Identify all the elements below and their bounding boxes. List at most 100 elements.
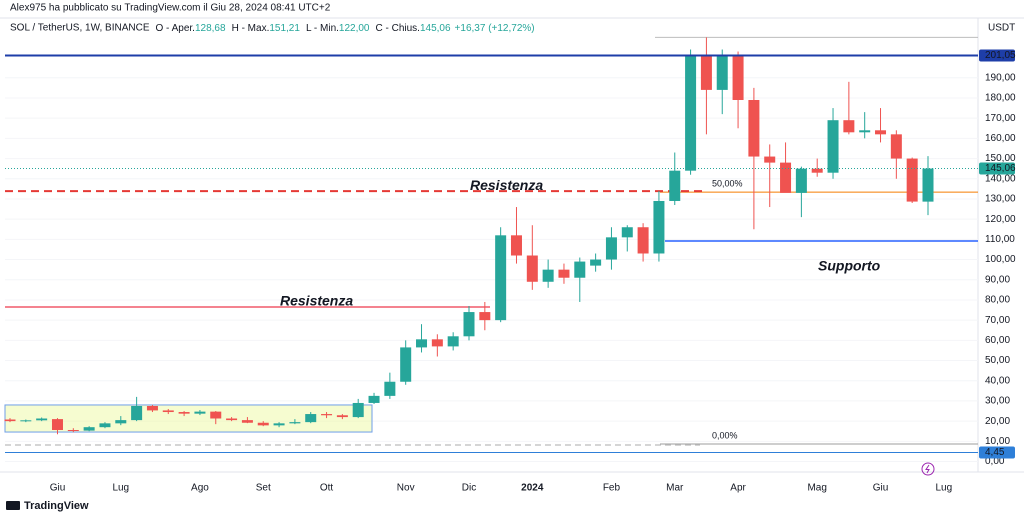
y-tick-label: 190,00 [985,72,1016,83]
fib-label: 0,00% [712,430,738,440]
candle-body [843,120,855,133]
symbol: SOL / TetherUS, 1W, BINANCE O - Aper.128,… [10,23,535,34]
candle-body [257,422,269,426]
candle-body [194,411,206,414]
candle-body [178,412,190,414]
y-tick-label: 80,00 [985,295,1010,306]
resistance-label: Resistenza [280,293,353,309]
candle-body [510,235,522,256]
quote-value: 128,68 [195,23,226,34]
y-tick-label: 60,00 [985,335,1010,346]
candle-body [922,168,934,202]
candle-body [352,402,364,418]
y-tick-label: 130,00 [985,194,1016,205]
y-tick-label: 150,00 [985,153,1016,164]
candle-body [51,419,63,431]
candle-body [162,410,174,413]
y-tick-label: 70,00 [985,315,1010,326]
candle-body [241,420,253,423]
candle-body [780,162,792,193]
candle-body [336,415,348,418]
x-tick-label: Giu [873,483,889,494]
candle-body [146,405,158,411]
publisher: Alex975 ha pubblicato su TradingView.com… [10,3,331,14]
candle-body [4,419,16,422]
candle-body [653,200,665,254]
y-tick-label: 120,00 [985,214,1016,225]
candle-body [542,269,554,282]
fib-label: 50,00% [712,178,743,188]
quote-value: 145,06 [420,23,451,34]
y-tick-label: 40,00 [985,375,1010,386]
support-label: Supporto [818,258,881,274]
candle-body [226,418,238,421]
resistance-label: Resistenza [470,177,543,193]
candle-body [574,261,586,278]
candle-body [906,158,918,202]
brand: TradingView [24,500,89,512]
candle-body [795,168,807,193]
x-tick-label: Nov [397,483,415,494]
candle-body [115,420,127,424]
quote-label: L - Min. [306,23,339,34]
price-label: 145,06 [985,163,1016,174]
candle-body [321,414,333,416]
candle-body [36,418,48,421]
x-tick-label: Lug [935,483,952,494]
candle-body [384,381,396,396]
currency: USDT [988,23,1015,34]
quote-label: C - Chius. [376,23,420,34]
y-tick-label: 90,00 [985,274,1010,285]
candle-body [621,227,633,238]
candle-body [273,423,285,426]
quote-label: O - Aper. [156,23,195,34]
price-badge [979,446,1015,459]
x-tick-label: Apr [730,483,746,494]
quote-value: 122,00 [339,23,370,34]
candle-body [99,423,111,428]
x-tick-label: Feb [603,483,621,494]
alert-icon-bolt [925,464,930,474]
candle-body [526,255,538,282]
candle-body [463,312,475,337]
y-tick-label: 50,00 [985,355,1010,366]
price-label: 4,45 [985,447,1005,458]
alert-icon [921,462,935,476]
candle-body [700,55,712,90]
candle-body [495,235,507,321]
x-tick-label: Lug [112,483,129,494]
candle-body [890,134,902,159]
candle-body [637,227,649,254]
price-label: 201,05 [985,50,1016,61]
change: +16,37 (+12,72%) [455,23,535,34]
candle-body [811,168,823,173]
candle-body [83,427,95,431]
y-tick-label: 140,00 [985,173,1016,184]
candle-body [590,259,602,266]
candle-body [748,99,760,157]
y-tick-label: 0,00 [985,456,1005,467]
y-tick-label: 180,00 [985,93,1016,104]
x-tick-label: Set [256,483,271,494]
candle-body [685,55,697,171]
y-tick-label: 100,00 [985,254,1016,265]
price-badge [979,49,1015,62]
candle-body [20,420,32,422]
y-tick-label: 110,00 [985,234,1015,245]
x-tick-label: 2024 [521,483,544,494]
candle-body [305,414,317,423]
candle-body [732,55,744,100]
y-tick-label: 170,00 [985,113,1016,124]
y-tick-label: 160,00 [985,133,1016,144]
quote-label: H - Max. [232,23,270,34]
candle-body [289,422,301,424]
y-tick-label: 10,00 [985,436,1010,447]
candle-body [558,269,570,278]
x-tick-label: Ott [320,483,334,494]
candle-body [605,237,617,260]
candle-body [447,336,459,347]
candle-body [131,405,143,421]
x-tick-label: Dic [462,483,476,494]
candle-body [431,339,443,347]
